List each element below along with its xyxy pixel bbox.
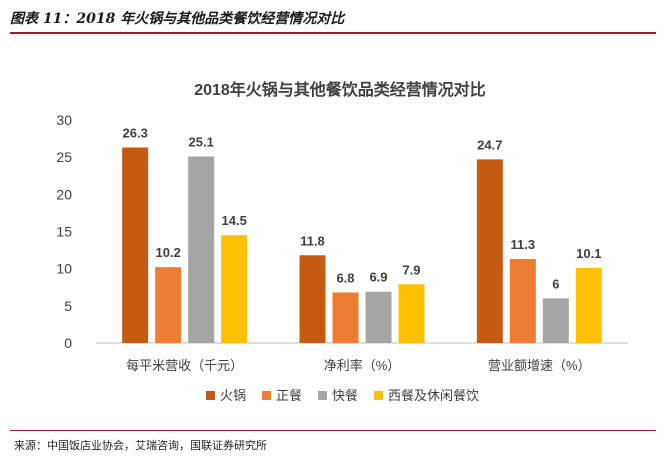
bar [221, 235, 248, 343]
y-tick-label: 0 [64, 335, 72, 351]
bar [365, 291, 392, 343]
y-tick-label: 10 [56, 261, 72, 277]
bar [155, 267, 182, 343]
bar [188, 156, 215, 343]
figure-caption: 图表 11：2018 年火锅与其他品类餐饮经营情况对比 [10, 11, 345, 27]
data-label: 24.7 [477, 137, 502, 152]
legend-label: 西餐及休闲餐饮 [388, 388, 479, 403]
source-note: 来源：中国饭店业协会，艾瑞咨询，国联证券研究所 [14, 439, 267, 452]
legend-swatch [318, 391, 328, 400]
data-label: 11.3 [511, 237, 536, 252]
bar [476, 159, 503, 343]
legend-swatch [262, 391, 272, 400]
y-tick-label: 30 [56, 112, 72, 128]
bar [122, 147, 149, 343]
bar [332, 292, 359, 343]
data-label: 11.8 [300, 233, 325, 248]
bar [398, 284, 425, 343]
y-tick-label: 25 [56, 149, 72, 165]
data-label: 10.1 [576, 246, 601, 261]
data-label: 7.9 [402, 262, 420, 277]
bar [542, 298, 569, 343]
data-label: 6.8 [336, 270, 354, 285]
legend-label: 正餐 [276, 388, 302, 403]
caption-rule [10, 32, 656, 34]
y-tick-label: 5 [64, 298, 72, 314]
x-tick-label: 净利率（%） [324, 358, 401, 373]
data-label: 26.3 [123, 126, 148, 141]
y-tick-label: 20 [56, 186, 72, 202]
data-label: 6 [552, 276, 559, 291]
bar-chart: 2018年火锅与其他餐饮品类经营情况对比 0 5 10 15 20 25 30 每平米营收（千元… [56, 80, 628, 403]
legend-label: 火锅 [220, 388, 246, 403]
data-label: 10.2 [156, 245, 181, 260]
source-rule [10, 430, 656, 431]
bar [509, 259, 536, 343]
legend-swatch [206, 391, 215, 400]
x-tick-label: 每平米营收（千元） [126, 358, 243, 373]
data-label: 25.1 [189, 134, 214, 149]
data-label: 14.5 [222, 213, 247, 228]
bar [575, 267, 602, 343]
bar [299, 255, 326, 343]
legend-swatch [374, 391, 384, 400]
x-tick-label: 营业额增速（%） [488, 358, 591, 373]
legend-label: 快餐 [332, 388, 358, 403]
chart-title: 2018年火锅与其他餐饮品类经营情况对比 [194, 80, 486, 99]
y-tick-label: 15 [56, 224, 72, 240]
data-label: 6.9 [369, 270, 387, 285]
